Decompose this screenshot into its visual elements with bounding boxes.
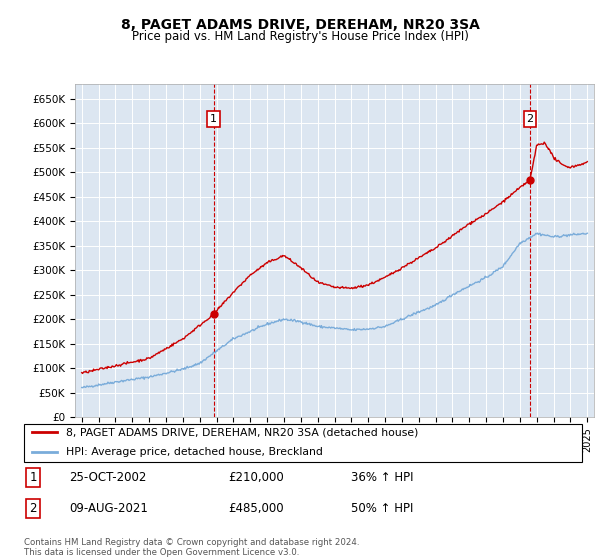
Text: 8, PAGET ADAMS DRIVE, DEREHAM, NR20 3SA: 8, PAGET ADAMS DRIVE, DEREHAM, NR20 3SA (121, 18, 479, 32)
Text: 50% ↑ HPI: 50% ↑ HPI (351, 502, 413, 515)
Text: 1: 1 (29, 470, 37, 484)
Text: 09-AUG-2021: 09-AUG-2021 (69, 502, 148, 515)
Text: 8, PAGET ADAMS DRIVE, DEREHAM, NR20 3SA (detached house): 8, PAGET ADAMS DRIVE, DEREHAM, NR20 3SA … (66, 427, 418, 437)
Text: HPI: Average price, detached house, Breckland: HPI: Average price, detached house, Brec… (66, 447, 323, 458)
Text: 25-OCT-2002: 25-OCT-2002 (69, 470, 146, 484)
Text: Contains HM Land Registry data © Crown copyright and database right 2024.
This d: Contains HM Land Registry data © Crown c… (24, 538, 359, 557)
FancyBboxPatch shape (24, 424, 582, 462)
Text: £485,000: £485,000 (228, 502, 284, 515)
Text: £210,000: £210,000 (228, 470, 284, 484)
Text: Price paid vs. HM Land Registry's House Price Index (HPI): Price paid vs. HM Land Registry's House … (131, 30, 469, 43)
Text: 36% ↑ HPI: 36% ↑ HPI (351, 470, 413, 484)
Text: 2: 2 (527, 114, 533, 124)
Text: 1: 1 (210, 114, 217, 124)
Text: 2: 2 (29, 502, 37, 515)
